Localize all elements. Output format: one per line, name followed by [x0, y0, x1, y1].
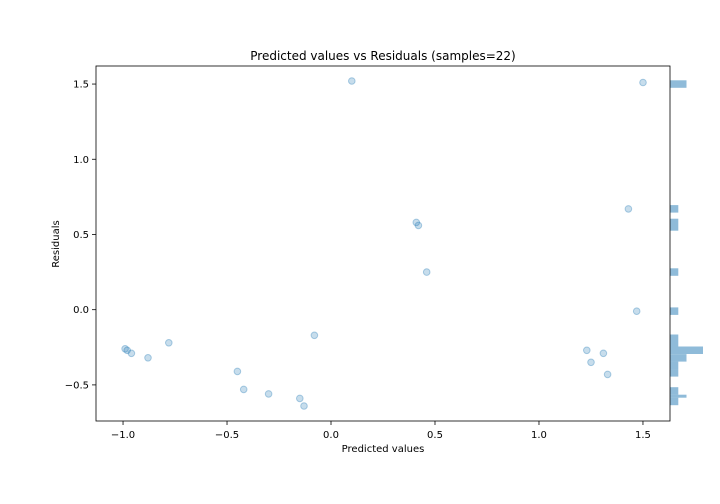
data-point-17	[599, 349, 608, 358]
x-axis: −1.0 −0.5 0.0 0.5 1.0 1.5	[111, 421, 651, 441]
data-point-18	[603, 370, 612, 379]
histogram-bar-1	[670, 394, 687, 398]
chart-title: Predicted values vs Residuals (samples=2…	[250, 49, 515, 63]
data-point-9	[300, 402, 308, 410]
x-tick-label-2: 0.0	[323, 430, 339, 441]
histogram-bar-2	[670, 387, 679, 395]
histogram-bar-3	[670, 369, 679, 377]
x-tick-label-3: 0.5	[427, 430, 443, 441]
histogram-bar-0	[670, 397, 679, 406]
x-tick-label-5: 1.5	[635, 430, 651, 441]
data-point-13	[414, 221, 423, 230]
y-tick-label-4: 1.5	[73, 80, 89, 91]
histogram-bar-5	[670, 354, 687, 362]
data-point-4	[165, 339, 173, 347]
data-point-15	[583, 346, 591, 355]
x-tick-label-1: −0.5	[215, 430, 239, 441]
marginal-histogram	[670, 80, 703, 406]
scatter-points	[121, 77, 647, 410]
data-point-10	[310, 331, 319, 340]
data-point-1	[123, 346, 131, 355]
data-point-5	[233, 367, 242, 376]
x-axis-label: Predicted values	[342, 444, 425, 455]
data-point-6	[239, 385, 248, 394]
data-point-7	[264, 390, 273, 398]
data-point-0	[121, 345, 129, 353]
y-tick-label-2: 0.5	[73, 230, 89, 241]
y-tick-label-1: 0.0	[73, 305, 89, 316]
histogram-bar-11	[670, 205, 679, 213]
data-point-3	[144, 354, 152, 362]
y-tick-label-3: 1.0	[73, 155, 89, 166]
data-point-14	[422, 268, 431, 276]
y-axis: −0.5 0.0 0.5 1.0 1.5	[65, 80, 96, 391]
histogram-bar-4	[670, 361, 679, 370]
histogram-bar-6	[670, 346, 703, 354]
histogram-bar-8	[670, 307, 679, 315]
data-point-16	[587, 358, 595, 367]
histogram-bar-9	[670, 268, 679, 276]
x-tick-label-0: −1.0	[111, 430, 135, 441]
data-point-21	[639, 78, 647, 87]
data-point-20	[632, 307, 641, 316]
y-axis-label: Residuals	[51, 220, 62, 267]
data-point-19	[624, 205, 633, 213]
data-point-2	[127, 349, 136, 358]
histogram-bar-12	[670, 80, 687, 88]
histogram-bar-7	[670, 334, 679, 347]
plot-frame	[95, 65, 671, 422]
data-point-8	[296, 394, 304, 403]
histogram-bar-10	[670, 218, 679, 231]
y-tick-label-0: −0.5	[65, 380, 89, 391]
data-point-11	[348, 77, 356, 85]
x-tick-label-4: 1.0	[531, 430, 547, 441]
data-point-12	[412, 218, 421, 227]
